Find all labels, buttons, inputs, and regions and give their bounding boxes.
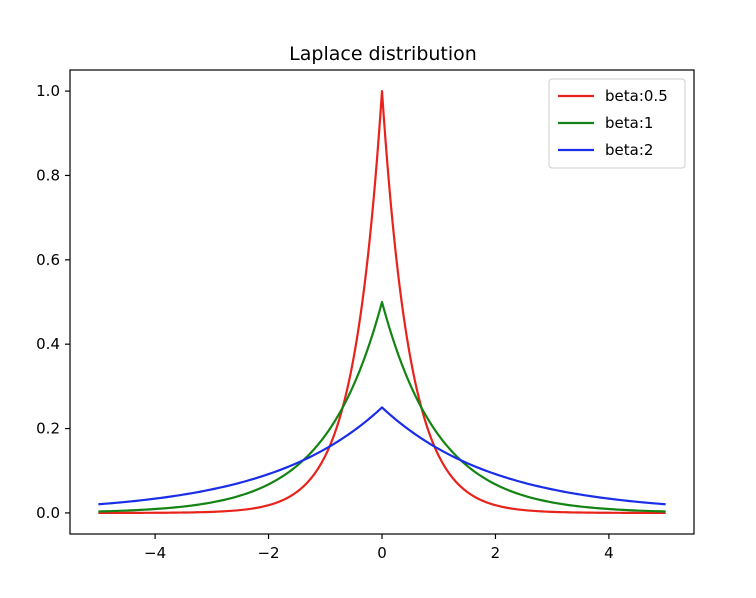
legend-box xyxy=(548,78,686,169)
x-tick-label: 2 xyxy=(491,544,501,562)
series-line-1 xyxy=(98,300,666,513)
y-tick-label: 1.0 xyxy=(36,82,60,100)
legend: beta:0.5 beta:1 beta:2 xyxy=(548,78,686,169)
y-tick-label: 0.2 xyxy=(36,420,60,438)
series-layer xyxy=(98,89,666,515)
series-line-0 xyxy=(98,89,666,515)
x-tick-label: −4 xyxy=(144,544,166,562)
y-tick-label: 0.6 xyxy=(36,251,60,269)
y-tick-label: 0.4 xyxy=(36,335,60,353)
x-tick-label: 4 xyxy=(604,544,614,562)
series-line-2 xyxy=(98,406,666,506)
x-tick-label: −2 xyxy=(257,544,279,562)
y-tick-label: 0.8 xyxy=(36,166,60,184)
legend-label: beta:0.5 xyxy=(605,87,668,105)
plot-frame xyxy=(69,69,695,535)
legend-label: beta:1 xyxy=(605,114,653,132)
chart-title: Laplace distribution xyxy=(289,43,477,65)
y-tick-label: 0.0 xyxy=(36,504,60,522)
legend-label: beta:2 xyxy=(605,141,653,159)
axes-layer: −4 −2 0 2 4 0.0 0.2 0.4 0.6 0.8 1.0 xyxy=(36,82,614,562)
x-tick-label: 0 xyxy=(377,544,387,562)
